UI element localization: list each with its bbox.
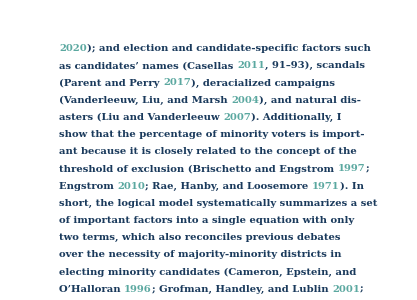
Text: (Vanderleeuw, Liu, and Marsh: (Vanderleeuw, Liu, and Marsh: [59, 96, 231, 105]
Text: 1997: 1997: [338, 164, 365, 173]
Text: 2007: 2007: [223, 113, 251, 122]
Text: 2001: 2001: [332, 285, 360, 294]
Text: over the necessity of majority-minority districts in: over the necessity of majority-minority …: [59, 250, 342, 260]
Text: O’Halloran: O’Halloran: [59, 285, 124, 294]
Text: 2004: 2004: [231, 96, 259, 105]
Text: two terms, which also reconciles previous debates: two terms, which also reconciles previou…: [59, 233, 341, 242]
Text: as candidates’ names (Casellas: as candidates’ names (Casellas: [59, 61, 237, 70]
Text: ), deracialized campaigns: ), deracialized campaigns: [191, 78, 335, 88]
Text: ), and natural dis-: ), and natural dis-: [259, 96, 361, 105]
Text: 2020: 2020: [59, 44, 87, 53]
Text: ). In: ). In: [340, 182, 364, 190]
Text: 2017: 2017: [163, 78, 191, 87]
Text: electing minority candidates (Cameron, Epstein, and: electing minority candidates (Cameron, E…: [59, 268, 357, 277]
Text: ); and election and candidate-specific factors such: ); and election and candidate-specific f…: [87, 44, 371, 53]
Text: 1996: 1996: [124, 285, 152, 294]
Text: of important factors into a single equation with only: of important factors into a single equat…: [59, 216, 354, 225]
Text: ant because it is closely related to the concept of the: ant because it is closely related to the…: [59, 147, 357, 156]
Text: 2010: 2010: [118, 182, 146, 190]
Text: ;: ;: [360, 285, 364, 294]
Text: 1971: 1971: [312, 182, 340, 190]
Text: asters (Liu and Vanderleeuw: asters (Liu and Vanderleeuw: [59, 113, 223, 122]
Text: ; Grofman, Handley, and Lublin: ; Grofman, Handley, and Lublin: [152, 285, 332, 294]
Text: threshold of exclusion (Brischetto and Engstrom: threshold of exclusion (Brischetto and E…: [59, 164, 338, 173]
Text: short, the logical model systematically summarizes a set: short, the logical model systematically …: [59, 199, 377, 208]
Text: (Parent and Perry: (Parent and Perry: [59, 78, 163, 88]
Text: Engstrom: Engstrom: [59, 182, 118, 190]
Text: ). Additionally, I: ). Additionally, I: [251, 113, 342, 122]
Text: 2011: 2011: [237, 61, 265, 70]
Text: , 91–93), scandals: , 91–93), scandals: [265, 61, 365, 70]
Text: ; Rae, Hanby, and Loosemore: ; Rae, Hanby, and Loosemore: [146, 182, 312, 190]
Text: show that the percentage of minority voters is import-: show that the percentage of minority vot…: [59, 130, 364, 139]
Text: ;: ;: [365, 164, 369, 173]
